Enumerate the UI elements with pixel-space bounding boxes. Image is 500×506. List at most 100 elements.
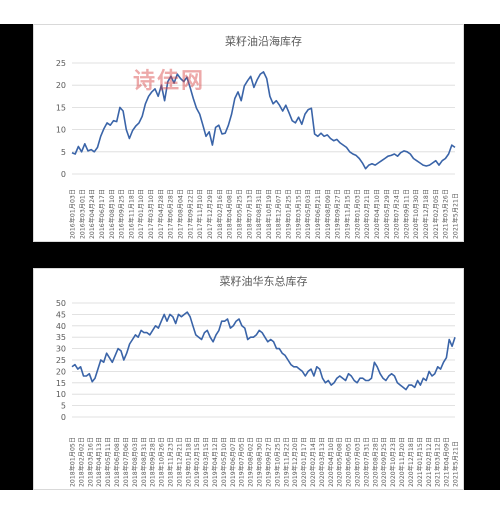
watermark-logo: 诗佳网 (133, 69, 206, 94)
x-tick-label: 2021年04月09日 (443, 437, 451, 487)
coastal-series-line (71, 71, 456, 170)
y-tick-label: 15 (56, 103, 66, 112)
x-tick-label: 2020年05月08日 (336, 437, 344, 487)
x-tick-label: 2016年06月17日 (98, 189, 106, 239)
x-tick-label: 2020年03月13日 (318, 437, 326, 487)
x-tick-label: 2016年01月03日 (69, 189, 77, 239)
frame-bar-left (0, 24, 33, 242)
x-tick-label: 2018年02月02日 (77, 437, 85, 487)
x-tick-label: 2017年08月04日 (177, 189, 185, 239)
y-tick-label: 10 (56, 390, 66, 399)
chart-title: 菜籽油华东总库存 (220, 274, 308, 288)
x-tick-label: 2017年03月10日 (147, 189, 155, 239)
x-tick-label: 2020年12月18日 (407, 437, 415, 487)
x-tick-label: 2018年10月26日 (158, 437, 166, 487)
chart-panel-coastal-inventory: 菜籽油沿海库存 0 5 10 15 20 25 2016年01月03日 2016年03月01日 2… (33, 24, 464, 242)
x-tick-label: 2017年06月28日 (167, 189, 175, 239)
x-tick-label: 2021年03月12日 (434, 437, 442, 487)
x-tick-label: 2020年04月10日 (373, 189, 381, 239)
x-tick-label: 2020年07月03日 (354, 437, 362, 487)
x-tick-label: 2019年07月05日 (238, 437, 246, 487)
chart-title: 菜籽油沿海库存 (225, 34, 302, 48)
x-tick-label: 2019年05月03日 (304, 189, 312, 239)
y-tick-label: 20 (56, 81, 66, 90)
x-tick-label: 2019年02月15日 (193, 437, 201, 487)
x-tick-label: 2018年05月25日 (235, 189, 243, 239)
x-tick-label: 2019年10月25日 (273, 437, 281, 487)
x-tick-label: 2020年07月24日 (393, 189, 401, 239)
x-tick-label: 2020年08月28日 (371, 437, 379, 487)
x-tick-label: 2020年11月20日 (398, 437, 406, 487)
x-tick-label: 2019年03月15日 (294, 189, 302, 239)
x-tick-label: 2018年08月03日 (131, 437, 139, 487)
x-tick-label: 2020年02月14日 (309, 437, 317, 487)
x-tick-label: 2018年03月16日 (86, 437, 94, 487)
x-tick-label: 2018年12月07日 (275, 189, 283, 239)
x-tick-label: 2018年12月21日 (175, 437, 183, 487)
x-tick-label: 2016年11月18日 (127, 189, 135, 239)
x-tick-label: 2019年09月27日 (334, 189, 342, 239)
y-tick-label: 0 (61, 413, 66, 422)
x-tick-label: 2020年12月18日 (422, 189, 430, 239)
y-tick-label: 20 (56, 367, 66, 376)
y-tick-label: 15 (56, 379, 66, 388)
x-tick-label: 2016年08月10日 (108, 189, 116, 239)
x-tick-label: 2019年08月09日 (324, 189, 332, 239)
x-tick-label: 2020年10月30日 (412, 189, 420, 239)
y-tick-label: 45 (56, 310, 66, 319)
y-tick-label: 25 (56, 59, 66, 68)
frame-bar-right (464, 268, 500, 490)
x-tick-label: 2020年01月03日 (353, 189, 361, 239)
x-tick-label: 2018年11月23日 (166, 437, 174, 487)
x-tick-label: 2019年12月20日 (291, 437, 299, 487)
x-tick-label: 2020年10月23日 (389, 437, 397, 487)
x-tick-label: 2020年06月05日 (345, 437, 353, 487)
x-tick-label: 2019年08月30日 (256, 437, 264, 487)
x-tick-label: 2018年07月06日 (122, 437, 130, 487)
x-tick-label: 2020年07月31日 (362, 437, 370, 487)
x-tick-label: 2018年08月31日 (255, 189, 263, 239)
x-tick-label: 2021年5月21日 (452, 193, 460, 239)
y-tick-label: 50 (56, 299, 66, 308)
x-tick-label: 2021年5月21日 (452, 441, 460, 487)
x-tick-label: 2020年04月10日 (327, 437, 335, 487)
x-tick-label: 2018年04月13日 (95, 437, 103, 487)
x-tick-label: 2016年04月24日 (88, 189, 96, 239)
x-tick-label: 2018年06月08日 (113, 437, 121, 487)
frame-bar-left (0, 268, 33, 490)
x-tick-label: 2019年06月21日 (314, 189, 322, 239)
x-tick-label: 2016年09月25日 (118, 189, 126, 239)
east-china-series-line (71, 311, 456, 391)
header-strip (0, 0, 500, 22)
x-tick-label: 2021年03月26日 (442, 189, 450, 239)
footer-strip (0, 490, 500, 506)
y-tick-label: 30 (56, 345, 66, 354)
x-tick-label: 2018年09月28日 (149, 437, 157, 487)
x-tick-label: 2021年02月12日 (425, 437, 433, 487)
x-tick-label: 2019年01月18日 (184, 437, 192, 487)
x-tick-label: 2019年11月15日 (343, 189, 351, 239)
x-tick-label: 2017年09月22日 (186, 189, 194, 239)
y-tick-label: 0 (61, 170, 66, 179)
x-tick-label: 2017年04月28日 (157, 189, 165, 239)
x-tick-label: 2018年07月13日 (245, 189, 253, 239)
x-tick-label: 2019年08月02日 (247, 437, 255, 487)
y-tick-label: 35 (56, 333, 66, 342)
x-tick-label: 2018年02月16日 (216, 189, 224, 239)
chart-panel-east-china-inventory: 菜籽油华东总库存 0 5 10 15 20 25 30 35 40 45 50 2018年01月05日 2… (33, 268, 464, 490)
x-tick-label: 2020年09月25日 (380, 437, 388, 487)
frame-bar-middle (0, 242, 500, 268)
x-tick-label: 2019年06月07日 (229, 437, 237, 487)
x-tick-label: 2020年02月21日 (363, 189, 371, 239)
x-tick-label: 2018年01月05日 (69, 437, 77, 487)
x-tick-label: 2018年05月11日 (104, 437, 112, 487)
x-tick-label: 2019年05月10日 (220, 437, 228, 487)
x-tick-label: 2019年11月22日 (282, 437, 290, 487)
y-tick-label: 5 (61, 148, 66, 157)
x-tick-label: 2018年04月08日 (226, 189, 234, 239)
x-tick-label: 2016年03月01日 (78, 189, 86, 239)
y-tick-label: 10 (56, 126, 66, 135)
x-tick-label: 2017年11月10日 (196, 189, 204, 239)
